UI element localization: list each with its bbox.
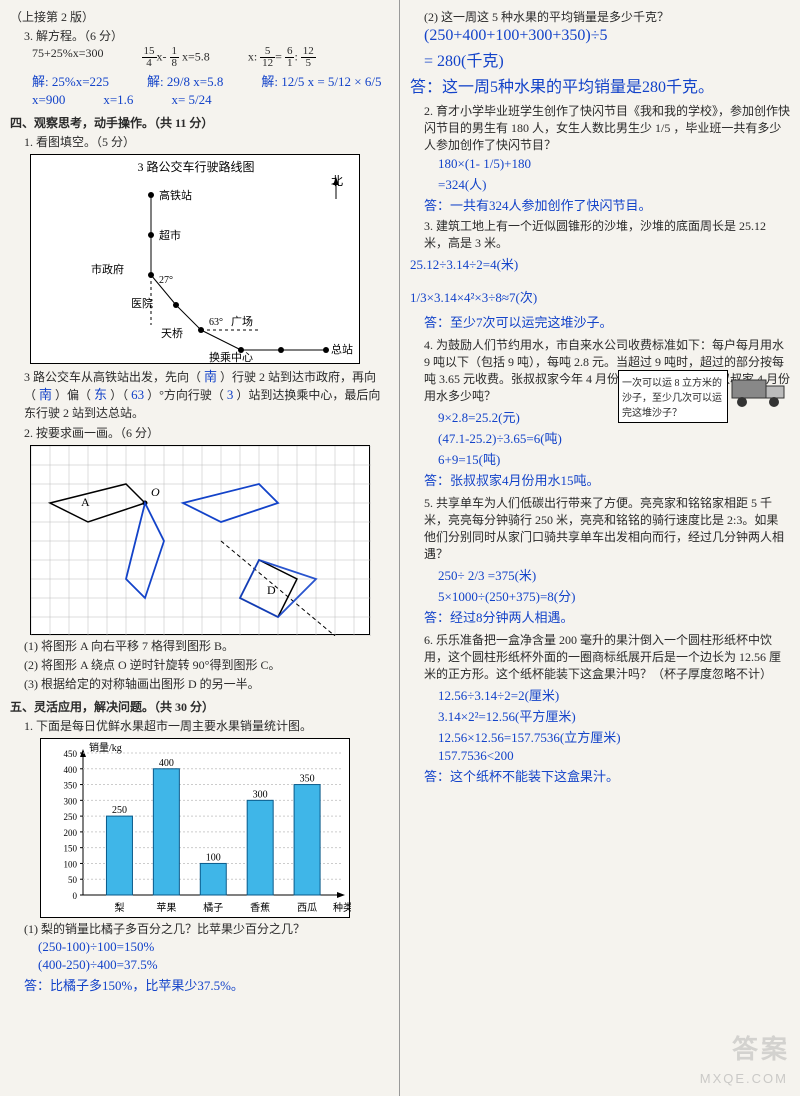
rh6b: 3.14×2²=12.56(平方厘米) bbox=[410, 706, 790, 725]
watermark-url: MXQE.COM bbox=[700, 1071, 788, 1086]
grid-drawing: A O D bbox=[30, 445, 370, 635]
watermark: 答案 bbox=[732, 1029, 790, 1066]
left-column: （上接第 2 版） 3. 解方程。（6 分） 75+25%x=300 154x-… bbox=[0, 0, 400, 1096]
svg-text:天桥: 天桥 bbox=[161, 327, 183, 340]
svg-text:400: 400 bbox=[64, 765, 78, 775]
svg-text:高铁站: 高铁站 bbox=[159, 188, 192, 202]
rh2a: 180×(1- 1/5)+180 bbox=[410, 156, 790, 172]
svg-text:O: O bbox=[151, 485, 160, 499]
svg-text:100: 100 bbox=[64, 859, 78, 869]
svg-text:橘子: 橘子 bbox=[203, 902, 223, 914]
sub2: (2) 将图形 A 绕点 O 逆时针旋转 90°得到图形 C。 bbox=[10, 656, 389, 673]
hand-row2: x=900 x=1.6 x= 5/24 bbox=[32, 92, 389, 108]
svg-text:450: 450 bbox=[64, 749, 78, 759]
fill-text: 3 路公交车从高铁站出发，先向（ 南 ）行驶 2 站到达市政府，再向 （ 南 ）… bbox=[10, 368, 389, 422]
rh5c: 答：经过8分钟两人相遇。 bbox=[410, 607, 790, 626]
svg-text:广场: 广场 bbox=[231, 314, 253, 328]
htop2: = 280(千克) bbox=[410, 47, 790, 71]
rh6a: 12.56÷3.14÷2=2(厘米) bbox=[410, 685, 790, 704]
svg-text:27°: 27° bbox=[159, 275, 173, 286]
right-column: (2) 这一周这 5 种水果的平均销量是多少千克？ (250+400+100+3… bbox=[400, 0, 800, 1096]
rh5b: 5×1000÷(250+375)=8(分) bbox=[410, 586, 790, 605]
bus-map-svg: 3 路公交车行驶路线图 北 高铁站 超市 市政府 27° 医院 天桥 63° 广… bbox=[31, 155, 361, 365]
svg-text:400: 400 bbox=[159, 758, 174, 769]
svg-text:0: 0 bbox=[73, 891, 78, 901]
sub1: (1) 将图形 A 向右平移 7 格得到图形 B。 bbox=[10, 637, 389, 654]
svg-text:A: A bbox=[81, 495, 90, 509]
svg-text:苹果: 苹果 bbox=[156, 901, 176, 914]
q5-1-sub: (1) 梨的销量比橘子多百分之几？比苹果少百分之几？ bbox=[10, 920, 389, 937]
svg-text:300: 300 bbox=[253, 789, 268, 800]
header: （上接第 2 版） bbox=[10, 8, 389, 25]
rh4d: 答：张叔叔家4月份用水15吨。 bbox=[410, 470, 790, 489]
eq1: 75+25%x=300 bbox=[32, 46, 104, 69]
hand-row1: 解: 25%x=225 解: 29/8 x=5.8 解: 12/5 x = 5/… bbox=[32, 71, 389, 90]
svg-text:种类: 种类 bbox=[333, 901, 351, 914]
svg-text:250: 250 bbox=[112, 805, 127, 816]
rq6: 6. 乐乐准备把一盒净含量 200 毫升的果汁倒入一个圆柱形纸杯中饮用，这个圆柱… bbox=[410, 632, 790, 683]
bus-map: 3 路公交车行驶路线图 北 高铁站 超市 市政府 27° 医院 天桥 63° 广… bbox=[30, 154, 360, 364]
sub3: (3) 根据给定的对称轴画出图形 D 的另一半。 bbox=[10, 675, 389, 692]
q3-title: 3. 解方程。（6 分） bbox=[10, 27, 389, 44]
h5b: (400-250)÷400=37.5% bbox=[10, 957, 389, 973]
bar-chart: 0 50 100 150 200 250 300 350 400 450 销量/kg 种类 250 梨 40… bbox=[40, 738, 350, 918]
truck-box: 一次可以运 8 立方米的沙子，至少几次可以运完这堆沙子？ bbox=[618, 370, 728, 423]
svg-text:300: 300 bbox=[64, 796, 78, 806]
q4-1: 1. 看图填空。（5 分） bbox=[10, 133, 389, 150]
rh4c: 6+9=15(吨) bbox=[410, 449, 790, 468]
svg-text:350: 350 bbox=[300, 774, 315, 785]
rh2c: 答：一共有324人参加创作了快闪节目。 bbox=[410, 195, 790, 214]
htop3: 答：这一周5种水果的平均销量是280千克。 bbox=[410, 73, 790, 97]
svg-text:换乘中心: 换乘中心 bbox=[209, 350, 253, 364]
svg-text:梨: 梨 bbox=[114, 901, 124, 914]
svg-text:市政府: 市政府 bbox=[91, 262, 124, 276]
q4-2: 2. 按要求画一画。（6 分） bbox=[10, 424, 389, 441]
rh2b: =324(人) bbox=[410, 174, 790, 193]
rh3b: 1/3×3.14×4²×3÷8≈7(次) bbox=[410, 287, 790, 306]
svg-text:香蕉: 香蕉 bbox=[250, 902, 270, 914]
svg-text:总站: 总站 bbox=[331, 342, 353, 356]
rh6c: 12.56×12.56=157.7536(立方厘米) bbox=[410, 727, 790, 746]
svg-text:250: 250 bbox=[64, 812, 78, 822]
sec4: 四、观察思考，动手操作。（共 11 分） bbox=[10, 114, 389, 131]
rh5a: 250÷ 2/3 =375(米) bbox=[410, 565, 790, 584]
svg-text:63°: 63° bbox=[209, 317, 223, 328]
svg-text:医院: 医院 bbox=[131, 296, 153, 310]
equations-row: 75+25%x=300 154x- 18 x=5.8 x: 512= 61: 1… bbox=[32, 46, 389, 69]
rq3: 3. 建筑工地上有一个近似圆锥形的沙堆，沙堆的底面周长是 25.12 米，高是 … bbox=[410, 218, 790, 252]
rh3a: 25.12÷3.14÷2=4(米) bbox=[410, 254, 790, 273]
svg-text:150: 150 bbox=[64, 844, 78, 854]
rh6e: 答：这个纸杯不能装下这盒果汁。 bbox=[410, 766, 790, 785]
htop1: (250+400+100+300+350)÷5 bbox=[410, 27, 790, 45]
rh4b: (47.1-25.2)÷3.65=6(吨) bbox=[410, 428, 790, 447]
svg-text:350: 350 bbox=[64, 781, 78, 791]
eq3: x: 512= 61: 125 bbox=[248, 46, 316, 69]
rq5: 5. 共享单车为人们低碳出行带来了方便。亮亮家和铭铭家相距 5 千米，亮亮每分钟… bbox=[410, 495, 790, 563]
rq2: 2. 育才小学毕业班学生创作了快闪节目《我和我的学校》，参加创作快闪节目的男生有… bbox=[410, 103, 790, 154]
eq2: 154x- 18 x=5.8 bbox=[142, 46, 210, 69]
svg-text:超市: 超市 bbox=[159, 228, 181, 242]
svg-text:D: D bbox=[267, 583, 276, 597]
h5c: 答：比橘子多150%，比苹果少37.5%。 bbox=[10, 975, 389, 994]
q5-1: 1. 下面是每日优鲜水果超市一周主要水果销量统计图。 bbox=[10, 717, 389, 734]
map-title: 3 路公交车行驶路线图 bbox=[137, 159, 254, 174]
svg-text:100: 100 bbox=[206, 852, 221, 863]
truck-icon bbox=[730, 372, 792, 410]
svg-text:销量/kg: 销量/kg bbox=[89, 741, 122, 754]
svg-text:50: 50 bbox=[68, 875, 78, 885]
svg-text:西瓜: 西瓜 bbox=[297, 902, 317, 914]
svg-text:200: 200 bbox=[64, 828, 78, 838]
q-top: (2) 这一周这 5 种水果的平均销量是多少千克？ bbox=[410, 8, 790, 25]
h5a: (250-100)÷100=150% bbox=[10, 939, 389, 955]
rh6d: 157.7536<200 bbox=[410, 748, 790, 764]
rh3c: 答：至少7次可以运完这堆沙子。 bbox=[410, 312, 790, 331]
sec5: 五、灵活应用，解决问题。（共 30 分） bbox=[10, 698, 389, 715]
